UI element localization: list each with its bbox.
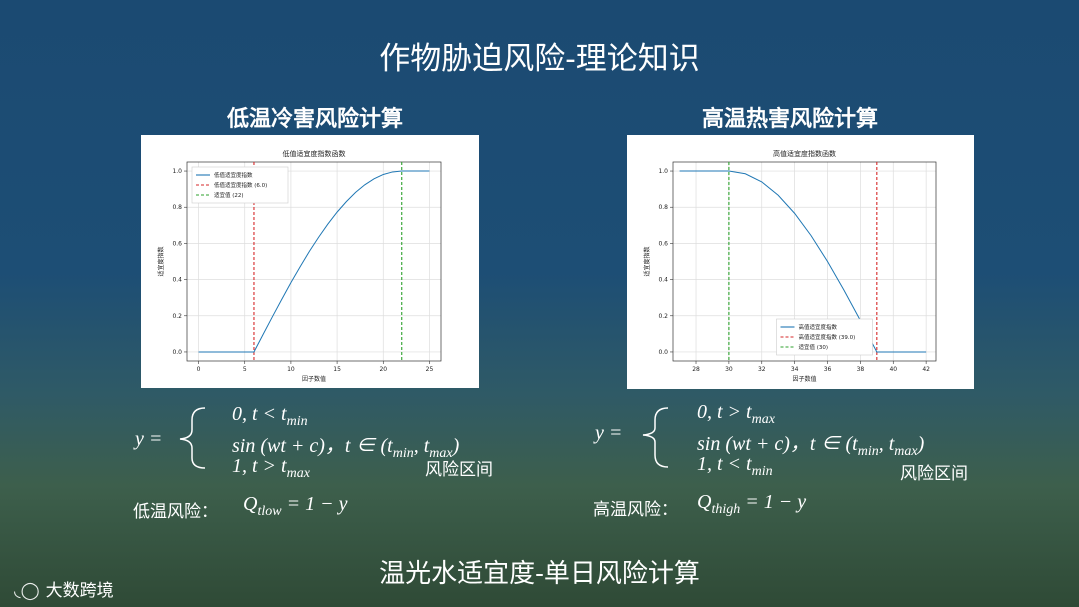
subscript: min — [751, 464, 773, 479]
subscript: max — [751, 412, 775, 427]
y-tick-label: 1.0 — [658, 168, 668, 175]
x-tick-label: 0 — [197, 366, 201, 373]
y-tick-label: 1.0 — [172, 168, 182, 175]
x-tick-label: 5 — [243, 366, 247, 373]
formula-text: = 1 − y — [740, 491, 807, 513]
risk-label: 高温风险： — [593, 500, 678, 520]
formula-text: 1, t > t — [232, 455, 287, 477]
x-tick-label: 34 — [791, 366, 799, 373]
line — [198, 170, 430, 353]
chart-title: 低值适宜度指数函数 — [283, 149, 346, 158]
x-tick-label: 25 — [426, 366, 434, 373]
formula-text: sin (wt + c)，t ∈ (t — [232, 435, 393, 457]
formula-text: , t — [413, 435, 430, 457]
chart-frame: 高值适宜度指数函数 28 30 32 34 36 38 40 42 0.0 0.2 0.4 0.6 0.8… — [627, 135, 974, 389]
formula-text: 1, t < t — [697, 453, 752, 475]
risk-note: 风险区间 — [425, 460, 493, 480]
x-tick-label: 30 — [725, 366, 733, 373]
chart-title: 高值适宜度指数函数 — [773, 149, 836, 158]
brace — [179, 407, 206, 469]
formula-case: sin (wt + c)，t ∈ (tmin, tmax) — [697, 427, 924, 460]
formula-case: 0, t > tmax — [697, 401, 775, 428]
formula-text: ) — [917, 433, 925, 455]
formula-text: 0, t < t — [232, 403, 287, 425]
subscript: min — [392, 446, 414, 461]
subscript: max — [429, 446, 453, 461]
subscript: thigh — [711, 502, 741, 517]
x-tick-label: 28 — [692, 366, 700, 373]
formula-lhs: y = — [135, 428, 163, 450]
brace — [642, 407, 669, 468]
y-tick-label: 0.6 — [658, 240, 668, 247]
y-axis-label: 适宜度指数 — [157, 246, 165, 276]
x-tick-label: 32 — [758, 366, 766, 373]
formula-text: 0, t > t — [697, 401, 752, 423]
y-tick-label: 0.2 — [658, 313, 668, 320]
y-tick-label: 0.0 — [658, 349, 668, 356]
legend-label: 高值适宜度指数 — [799, 323, 838, 331]
subscript: tlow — [257, 504, 282, 519]
formula-text: Q — [697, 491, 712, 513]
formula-text: = 1 − y — [281, 493, 348, 515]
formula-text: Q — [243, 493, 258, 515]
y-axis-label: 适宜度指数 — [643, 246, 651, 276]
chart: 低值适宜度指数函数 0 5 10 15 20 25 0.0 0.2 0.4 0.6 0.8 1.0 因子数… — [157, 149, 442, 383]
y-tick-label: 0.0 — [172, 349, 182, 356]
legend-label: 适宜值 (30) — [799, 343, 829, 351]
subscript: min — [286, 414, 308, 429]
heading: 低温冷害风险计算 — [226, 106, 403, 132]
logo: ◟◯ 大数跨境 — [14, 576, 114, 601]
formula-lhs: y = — [595, 422, 623, 444]
risk-formula: Qtlow = 1 − y — [243, 493, 347, 520]
slide-title: 作物胁迫风险-理论知识 — [379, 41, 700, 77]
y-tick-label: 0.6 — [172, 240, 182, 247]
y-tick-label: 0.4 — [172, 277, 182, 284]
risk-formula: Qthigh = 1 − y — [697, 491, 806, 518]
legend-label: 适宜值 (22) — [214, 191, 244, 199]
y-tick-label: 0.2 — [172, 313, 182, 320]
x-tick-label: 38 — [857, 366, 865, 373]
formula-case: sin (wt + c)，t ∈ (tmin, tmax) — [232, 429, 459, 462]
x-tick-label: 20 — [379, 366, 387, 373]
y-tick-label: 0.8 — [172, 204, 182, 211]
x-tick-label: 10 — [287, 366, 295, 373]
formula-text: , t — [878, 433, 895, 455]
chart: 高值适宜度指数函数 28 30 32 34 36 38 40 42 0.0 0.2 0.4 0.6 0.8… — [643, 149, 937, 383]
legend-label: 高值适宜度指数 (39.0) — [799, 333, 856, 341]
line — [679, 170, 927, 353]
plot-frame — [186, 161, 442, 362]
x-axis-label: 因子数值 — [302, 375, 326, 383]
risk-label: 低温风险： — [133, 502, 218, 522]
x-axis-label: 因子数值 — [792, 375, 816, 383]
chart-frame: 低值适宜度指数函数 0 5 10 15 20 25 0.0 0.2 0.4 0.6 0.8 1.0 因子数… — [141, 135, 479, 388]
risk-note: 风险区间 — [900, 464, 968, 484]
formula-case: 1, t > tmax — [232, 455, 310, 482]
x-tick-label: 40 — [889, 366, 897, 373]
subscript: max — [286, 466, 310, 481]
legend-label: 低值适宜度指数 — [214, 171, 253, 179]
heading: 高温热害风险计算 — [701, 106, 878, 132]
legend-label: 低值适宜度指数 (6.0) — [214, 181, 267, 189]
formula-text: sin (wt + c)，t ∈ (t — [697, 433, 858, 455]
subscript: max — [894, 444, 918, 459]
x-tick-label: 42 — [922, 366, 930, 373]
plot-frame — [672, 161, 937, 362]
formula-case: 0, t < tmin — [232, 403, 308, 430]
y-tick-label: 0.4 — [658, 277, 668, 284]
x-tick-label: 15 — [333, 366, 341, 373]
formula-text: ) — [452, 435, 460, 457]
subscript: min — [857, 444, 879, 459]
y-tick-label: 0.8 — [658, 204, 668, 211]
logo-icon: ◟◯ — [14, 581, 40, 601]
x-tick-label: 36 — [824, 366, 832, 373]
logo-text: 大数跨境 — [45, 581, 114, 601]
formula-case: 1, t < tmin — [697, 453, 773, 480]
footer: 温光水适宜度-单日风险计算 — [379, 559, 700, 589]
